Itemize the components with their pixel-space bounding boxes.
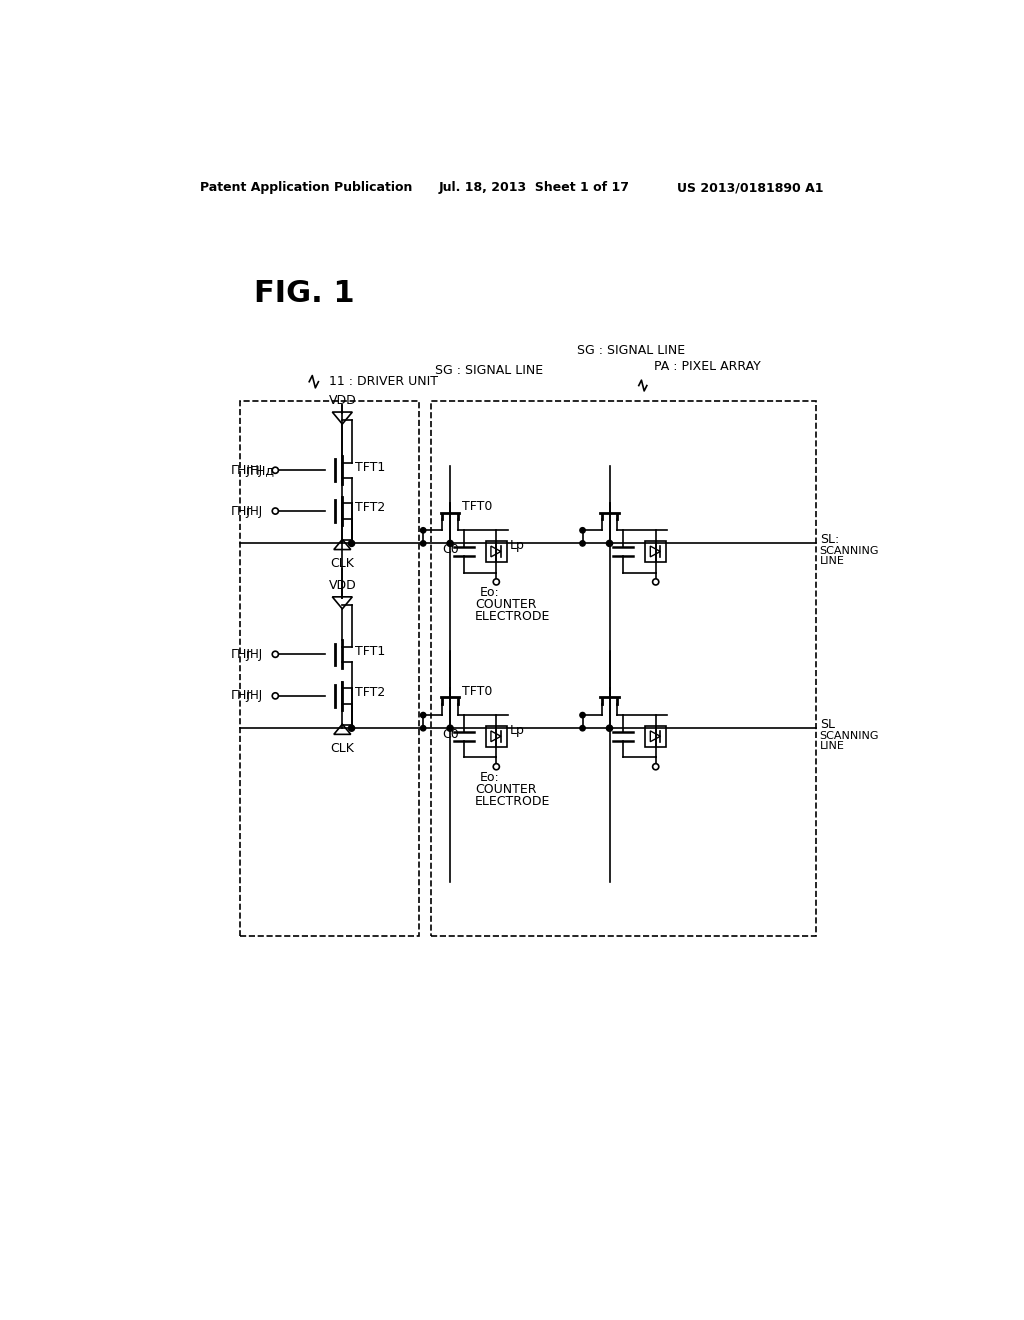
Bar bbox=[485, 541, 507, 562]
Text: ELECTRODE: ELECTRODE bbox=[475, 610, 550, 623]
Text: rHJ: rHJ bbox=[246, 463, 263, 477]
Text: rHJ: rHJ bbox=[246, 504, 263, 517]
Circle shape bbox=[272, 508, 279, 515]
Text: Eo:: Eo: bbox=[479, 771, 499, 784]
Text: CLK: CLK bbox=[331, 742, 354, 755]
Text: ΓHJ: ΓHJ bbox=[230, 504, 251, 517]
Bar bbox=[431, 401, 816, 936]
Text: SCANNING: SCANNING bbox=[819, 546, 880, 556]
Text: LINE: LINE bbox=[819, 556, 845, 566]
Circle shape bbox=[494, 763, 500, 770]
Circle shape bbox=[421, 713, 426, 718]
Text: TFT2: TFT2 bbox=[355, 502, 386, 515]
Text: COUNTER: COUNTER bbox=[475, 598, 537, 611]
Circle shape bbox=[272, 693, 279, 700]
Text: ΓHд: ΓHд bbox=[250, 463, 274, 477]
Circle shape bbox=[606, 540, 612, 546]
Text: ΓHJ: ΓHJ bbox=[230, 689, 251, 702]
Text: Patent Application Publication: Patent Application Publication bbox=[200, 181, 413, 194]
Text: SL:: SL: bbox=[819, 533, 839, 546]
Circle shape bbox=[348, 540, 354, 546]
Text: C0: C0 bbox=[442, 727, 459, 741]
Text: COUNTER: COUNTER bbox=[475, 783, 537, 796]
Circle shape bbox=[272, 467, 279, 474]
Text: SG : SIGNAL LINE: SG : SIGNAL LINE bbox=[435, 363, 543, 376]
Circle shape bbox=[652, 578, 658, 585]
Text: TFT1: TFT1 bbox=[355, 461, 386, 474]
Text: TFT0: TFT0 bbox=[462, 685, 493, 698]
Text: VDD: VDD bbox=[329, 579, 356, 593]
Circle shape bbox=[580, 541, 586, 546]
Text: 11 : DRIVER UNIT: 11 : DRIVER UNIT bbox=[330, 375, 438, 388]
Bar bbox=[240, 401, 419, 936]
Text: ELECTRODE: ELECTRODE bbox=[475, 795, 550, 808]
Bar bbox=[485, 726, 507, 747]
Circle shape bbox=[580, 726, 586, 731]
Text: LINE: LINE bbox=[819, 741, 845, 751]
Text: C0: C0 bbox=[442, 543, 459, 556]
Circle shape bbox=[447, 725, 454, 731]
Circle shape bbox=[652, 763, 658, 770]
Text: VDD: VDD bbox=[329, 395, 356, 408]
Text: Eo:: Eo: bbox=[479, 586, 499, 599]
Circle shape bbox=[348, 725, 354, 731]
Text: Jul. 18, 2013  Sheet 1 of 17: Jul. 18, 2013 Sheet 1 of 17 bbox=[438, 181, 630, 194]
Text: rHJ: rHJ bbox=[246, 648, 263, 661]
Circle shape bbox=[606, 725, 612, 731]
Text: FIG. 1: FIG. 1 bbox=[254, 279, 354, 308]
Text: TFT2: TFT2 bbox=[355, 686, 386, 700]
Circle shape bbox=[580, 528, 586, 533]
Text: ΓHJ: ΓHJ bbox=[230, 463, 251, 477]
Circle shape bbox=[272, 651, 279, 657]
Bar bbox=[645, 726, 667, 747]
Circle shape bbox=[421, 541, 426, 546]
Circle shape bbox=[447, 540, 454, 546]
Text: ΓHJ: ΓHJ bbox=[230, 648, 251, 661]
Circle shape bbox=[580, 713, 586, 718]
Text: PA : PIXEL ARRAY: PA : PIXEL ARRAY bbox=[654, 360, 761, 372]
Text: SCANNING: SCANNING bbox=[819, 731, 880, 741]
Text: TFT1: TFT1 bbox=[355, 644, 386, 657]
Circle shape bbox=[494, 578, 500, 585]
Text: US 2013/0181890 A1: US 2013/0181890 A1 bbox=[677, 181, 823, 194]
Text: CLK: CLK bbox=[331, 557, 354, 570]
Text: SG : SIGNAL LINE: SG : SIGNAL LINE bbox=[578, 345, 685, 358]
Text: SL: SL bbox=[819, 718, 835, 731]
Text: Lp: Lp bbox=[510, 539, 525, 552]
Bar bbox=[645, 541, 667, 562]
Text: Lp: Lp bbox=[510, 723, 525, 737]
Text: rHJ: rHJ bbox=[246, 689, 263, 702]
Circle shape bbox=[421, 726, 426, 731]
Text: TFT0: TFT0 bbox=[462, 500, 493, 513]
Circle shape bbox=[421, 528, 426, 533]
